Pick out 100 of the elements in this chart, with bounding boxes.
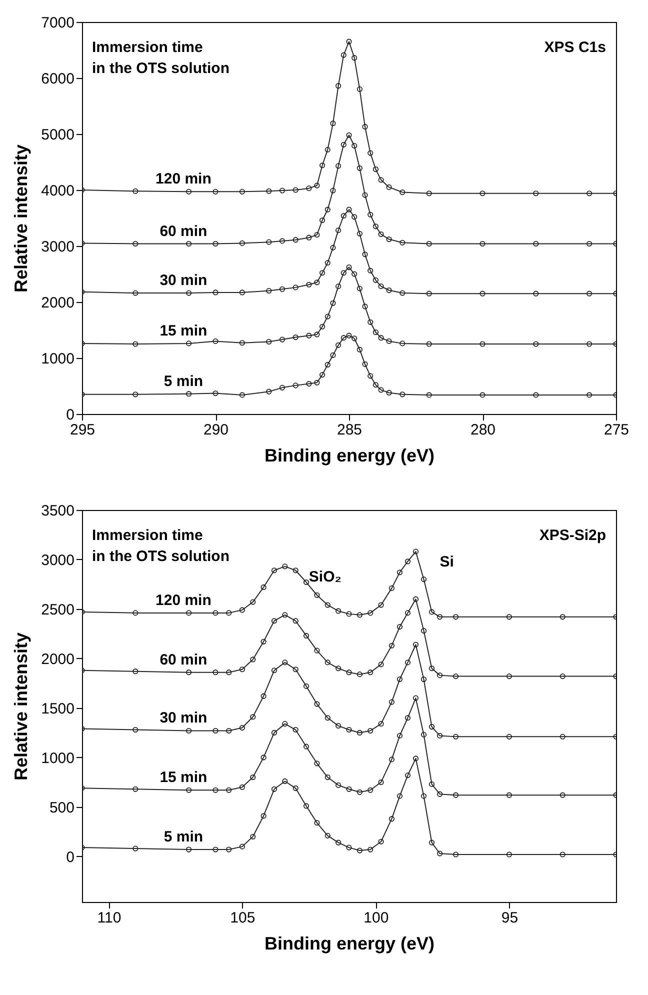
point	[356, 789, 362, 795]
point	[378, 177, 384, 183]
point	[412, 642, 419, 648]
x-tick-label: 110	[97, 910, 122, 926]
point	[282, 778, 288, 784]
point	[303, 632, 310, 639]
point	[400, 240, 406, 246]
point	[453, 792, 459, 798]
point	[239, 340, 245, 346]
point	[279, 286, 286, 292]
point	[400, 340, 406, 346]
point	[292, 666, 298, 672]
point	[336, 228, 342, 234]
point	[453, 614, 459, 620]
point	[368, 373, 374, 379]
point	[346, 786, 352, 792]
point	[533, 341, 539, 347]
point	[560, 852, 566, 858]
point	[368, 846, 374, 852]
point	[336, 83, 342, 89]
point	[239, 188, 245, 194]
point	[396, 624, 403, 630]
point	[292, 237, 298, 243]
x-tick-label: 280	[470, 422, 496, 438]
point	[378, 335, 384, 341]
point	[266, 338, 272, 345]
series-label: 15 min	[160, 322, 208, 340]
point	[372, 277, 378, 283]
point	[340, 335, 346, 341]
point	[314, 332, 320, 338]
point	[368, 212, 374, 218]
point	[271, 730, 278, 736]
point	[212, 390, 218, 396]
point	[533, 190, 539, 196]
point	[372, 329, 378, 336]
point	[368, 150, 374, 156]
point	[396, 570, 403, 576]
point	[533, 240, 539, 247]
x-axis-title: Binding energy (eV)	[264, 934, 435, 954]
point	[239, 607, 245, 613]
point	[132, 846, 138, 852]
point	[412, 695, 419, 701]
point	[271, 668, 278, 674]
point	[346, 206, 352, 212]
point	[560, 734, 566, 740]
point	[400, 392, 406, 398]
point	[250, 599, 256, 605]
point	[314, 592, 320, 598]
point	[250, 774, 256, 780]
point	[356, 612, 362, 618]
point	[346, 844, 352, 850]
point	[586, 392, 592, 398]
point	[340, 142, 346, 148]
point	[346, 332, 352, 338]
series-label: 5 min	[164, 372, 204, 390]
point	[436, 732, 443, 738]
point	[368, 787, 374, 793]
point	[132, 188, 138, 194]
annotation: Immersion time in the OTS solution	[92, 39, 230, 77]
point	[368, 728, 374, 734]
point	[132, 341, 138, 347]
point	[378, 662, 384, 668]
point	[314, 820, 320, 826]
point	[356, 286, 362, 292]
point	[356, 165, 362, 171]
series-label: 30 min	[160, 272, 208, 290]
point	[239, 240, 245, 246]
point	[352, 271, 358, 277]
point	[426, 290, 432, 296]
point	[404, 715, 411, 721]
point	[378, 284, 384, 290]
y-tick-label: 4000	[41, 182, 74, 200]
point	[282, 564, 288, 570]
y-tick-label: 2000	[41, 294, 74, 312]
point	[239, 392, 245, 398]
point	[186, 240, 192, 247]
point	[186, 610, 192, 616]
point	[340, 52, 346, 58]
point	[314, 701, 320, 707]
y-tick-label: 3000	[41, 552, 74, 569]
x-tick-label: 95	[501, 910, 518, 926]
point	[260, 638, 266, 644]
point	[586, 341, 592, 347]
point	[292, 568, 298, 574]
x-tick-label: 295	[70, 422, 96, 438]
point	[324, 260, 330, 266]
y-tick-label: 1000	[41, 750, 74, 767]
point	[506, 852, 512, 858]
point	[412, 596, 419, 602]
point	[306, 282, 312, 288]
point	[356, 230, 362, 236]
point	[396, 732, 403, 738]
point	[226, 728, 232, 734]
point	[428, 840, 435, 846]
point	[314, 280, 320, 286]
point	[404, 660, 411, 666]
point	[386, 184, 392, 190]
point	[212, 338, 218, 344]
point	[480, 392, 486, 398]
point	[239, 844, 245, 850]
